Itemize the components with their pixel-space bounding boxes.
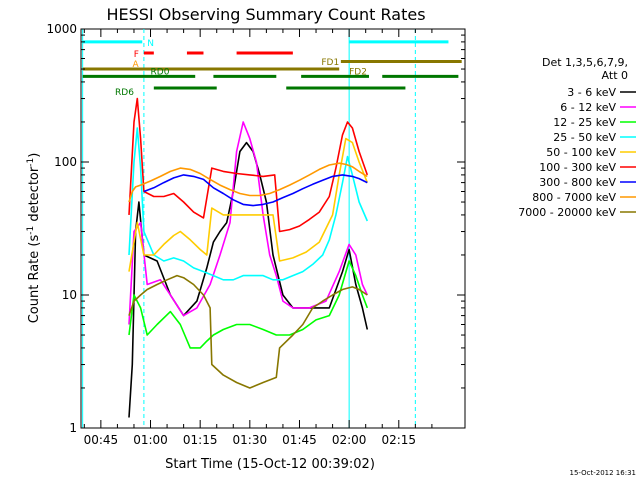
y-tick-label: 10: [62, 288, 77, 302]
series-line: [128, 137, 369, 272]
legend-entry-label: 3 - 6 keV: [567, 86, 616, 99]
legend-header: Det 1,3,5,6,7,9,: [542, 56, 628, 69]
x-tick-label: 02:15: [381, 433, 416, 447]
y-tick-label: 1000: [46, 22, 77, 36]
series-line: [128, 274, 368, 389]
x-tick-label: 01:15: [183, 433, 218, 447]
annotation-layer: NF FD1 FD2 RD0 RD6 A: [82, 39, 462, 98]
series-line: [128, 127, 369, 281]
state-annotation: FD2: [349, 67, 367, 77]
series-line: [143, 174, 368, 207]
series-layer: [128, 97, 369, 418]
state-annotation: A: [133, 60, 140, 70]
y-axis-label-sup: -1: [26, 226, 36, 235]
legend-entry-label: 50 - 100 keV: [546, 146, 616, 159]
y-axis-label-part: Count Rate (s: [27, 235, 42, 324]
y-axis-label-part: detector: [27, 166, 42, 226]
y-axis-label-sup: -1: [26, 158, 36, 167]
plot-border: [80, 28, 466, 429]
legend-entry-label: 100 - 300 keV: [539, 161, 616, 174]
x-tick-label: 02:00: [332, 433, 367, 447]
y-tick-label: 1: [69, 421, 77, 435]
series-line: [128, 97, 369, 233]
x-tick-label: 00:45: [84, 433, 119, 447]
legend-entry-label: 6 - 12 keV: [560, 101, 616, 114]
legend-entry-label: 7000 - 20000 keV: [518, 206, 616, 219]
state-annotation: N: [147, 39, 154, 49]
footer-timestamp: 15-Oct-2012 16:31: [570, 469, 636, 477]
y-tick-label: 100: [54, 155, 77, 169]
y-axis-label: Count Rate (s-1 detector-1): [26, 153, 42, 324]
series-line: [128, 141, 369, 418]
plot-area: [80, 28, 466, 429]
legend-header: Att 0: [602, 69, 628, 82]
series-line: [128, 260, 369, 349]
x-tick-label: 01:00: [133, 433, 168, 447]
series-line: [128, 121, 369, 325]
y-axis-label-part: ): [27, 153, 42, 158]
legend-entry-label: 12 - 25 keV: [553, 116, 616, 129]
x-tick-label: 01:30: [233, 433, 268, 447]
state-annotation: F: [134, 50, 139, 60]
chart-title: HESSI Observing Summary Count Rates: [106, 5, 425, 24]
state-annotation: RD6: [115, 88, 134, 98]
legend-entry-label: 800 - 7000 keV: [532, 191, 616, 204]
axis-layer: 00:45 01:00 01:15 01:30 01:45 02:00 02:15 1 10 10…: [46, 22, 466, 447]
legend-entry-label: 25 - 50 keV: [553, 131, 616, 144]
x-axis-label: Start Time (15-Oct-12 00:39:02): [165, 457, 375, 472]
legend-entry-label: 300 - 800 keV: [539, 176, 616, 189]
series-line: [128, 162, 368, 203]
x-tick-label: 01:45: [282, 433, 317, 447]
state-annotation: FD1: [321, 58, 339, 68]
state-annotation: RD0: [151, 67, 170, 77]
legend: Det 1,3,5,6,7,9,Att 0 3 - 6 keV 6 - 12 keV…: [518, 56, 636, 219]
